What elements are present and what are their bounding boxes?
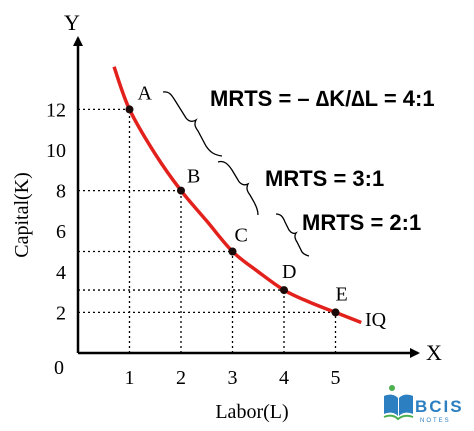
x-tick-label: 4 [279,367,289,389]
y-tick-label: 6 [56,221,66,243]
y-tick-label: 8 [56,181,66,203]
brace-b-to-c [217,160,259,216]
x-axis-title: Labor(L) [215,401,288,423]
mrts-label-1: MRTS = – ∆K/∆L = 4:1 [210,86,435,111]
y-tick-label: 12 [46,99,66,121]
point-marker [125,105,134,114]
mrts-label-3: MRTS = 2:1 [302,210,421,235]
point-marker [177,186,185,195]
y-tick-label: 2 [56,302,66,324]
logo-subtext: NOTES [420,418,451,424]
logo-text: BCIS [415,397,464,416]
point-marker [280,286,288,295]
point-marker [228,247,237,256]
x-axis-letter: X [426,340,442,365]
x-tick-label: 5 [331,367,341,389]
point-marker [331,308,340,317]
y-tick-label: 10 [46,140,66,162]
y-axis-title: Capital(K) [11,172,33,258]
brace-a-to-b [162,91,223,157]
x-tick-labels: 1 2 3 4 5 [125,367,341,389]
point-label: E [336,283,348,305]
x-tick-label: 2 [176,367,186,389]
bcis-notes-logo: BCIS NOTES [383,385,464,424]
x-tick-label: 1 [125,367,135,389]
y-tick-label: 4 [56,262,66,284]
book-icon [383,385,414,421]
point-label: A [138,82,153,104]
y-axis-letter: Y [64,10,80,35]
origin-label: 0 [54,357,64,379]
y-tick-labels: 2 4 6 8 10 12 [46,99,66,324]
point-label: D [282,261,296,283]
x-tick-label: 3 [228,367,238,389]
brace-c-to-d [275,213,310,257]
point-label: C [235,225,248,247]
dotted-guide-lines [78,108,337,353]
point-label: B [187,166,200,188]
curve-points: A B C D E [125,82,348,317]
mrts-label-2: MRTS = 3:1 [265,166,384,191]
isoquant-label: IQ [365,309,387,331]
